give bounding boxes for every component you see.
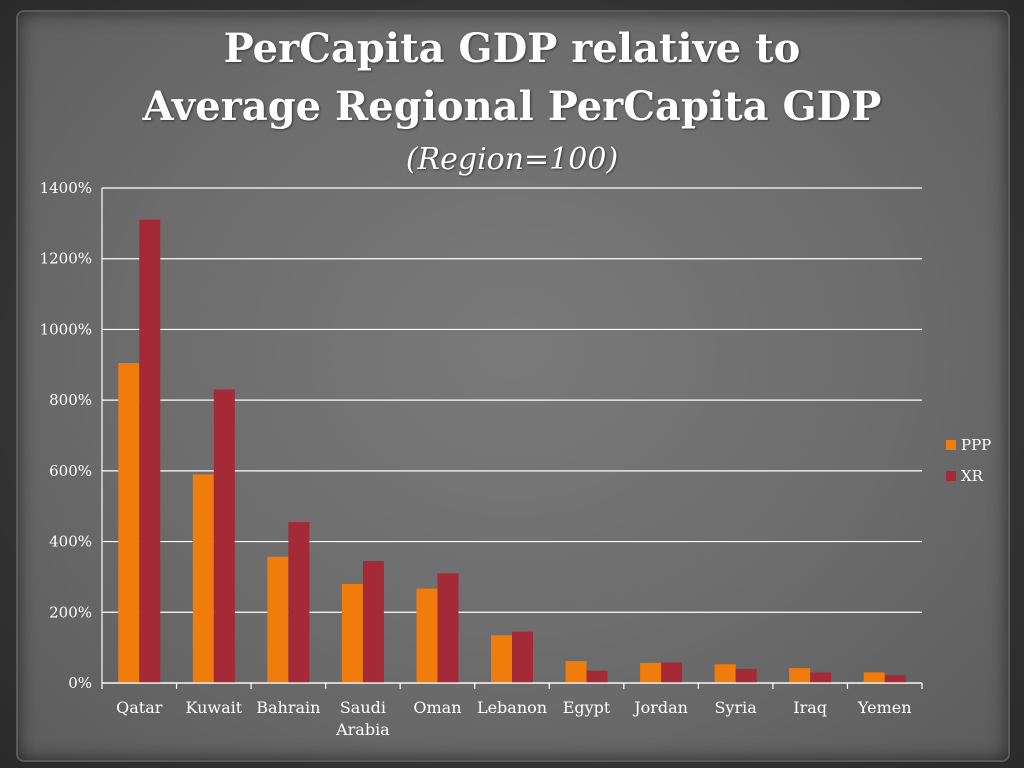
x-category-label: Lebanon [477,698,547,717]
bar-xr-yemen [884,675,906,683]
bar-xr-iraq [810,672,832,683]
bar-xr-qatar [139,219,161,684]
y-tick-label: 800% [49,391,92,409]
bar-xr-saudi-arabia [362,561,384,683]
x-category-label: Kuwait [185,698,242,717]
legend-swatch-ppp [946,440,956,450]
bar-xr-oman [437,573,459,683]
bar-ppp-jordan [640,662,662,683]
bar-ppp-kuwait [192,474,214,683]
bar-ppp-qatar [118,363,140,683]
y-tick-label: 400% [49,533,92,551]
legend-label-ppp: PPP [961,436,991,454]
bar-xr-syria [735,668,757,683]
bar-ppp-egypt [565,661,587,683]
x-category-label: Syria [714,698,757,717]
x-category-label: Oman [413,698,461,717]
y-tick-label: 1400% [40,179,92,197]
legend: PPP XR [946,436,991,485]
bar-xr-egypt [586,670,608,683]
bars [118,219,906,684]
chart-subtitle: (Region=100) [405,142,619,177]
x-category-label: Iraq [793,698,827,717]
chart-title-line-1: PerCapita GDP relative to [223,25,801,72]
bar-xr-bahrain [288,522,310,683]
x-category-labels: Qatar Kuwait Bahrain Saudi Arabia Oman Lebanon… [116,698,911,739]
chart-title-line-2: Average Regional PerCapita GDP [142,83,882,130]
legend-label-xr: XR [961,467,984,485]
y-tick-labels: 0% 200% 400% 600% 800% 1000% 1200% 1400% [40,179,92,692]
axes [101,188,923,689]
bar-ppp-yemen [863,672,885,683]
x-category-label: Egypt [563,698,611,717]
y-tick-label: 600% [49,462,92,480]
y-tick-label: 200% [49,603,92,621]
bar-xr-lebanon [512,631,533,683]
bar-ppp-iraq [789,668,811,683]
legend-swatch-xr [946,471,956,481]
bar-xr-kuwait [213,389,235,683]
y-tick-label: 0% [68,674,92,692]
bar-ppp-oman [416,588,438,683]
gridlines [102,187,922,684]
y-tick-label: 1000% [40,320,92,338]
x-category-label: Saudi Arabia [335,698,390,739]
bar-ppp-bahrain [267,556,289,683]
x-category-label: Yemen [857,698,912,717]
x-category-label: Qatar [116,698,163,717]
bar-ppp-syria [714,664,736,683]
y-tick-label: 1200% [40,250,92,268]
bar-ppp-saudi-arabia [341,584,363,683]
bar-xr-jordan [661,662,683,683]
bar-ppp-lebanon [491,635,512,683]
x-category-label: Jordan [632,698,688,717]
x-category-label: Bahrain [256,698,320,717]
